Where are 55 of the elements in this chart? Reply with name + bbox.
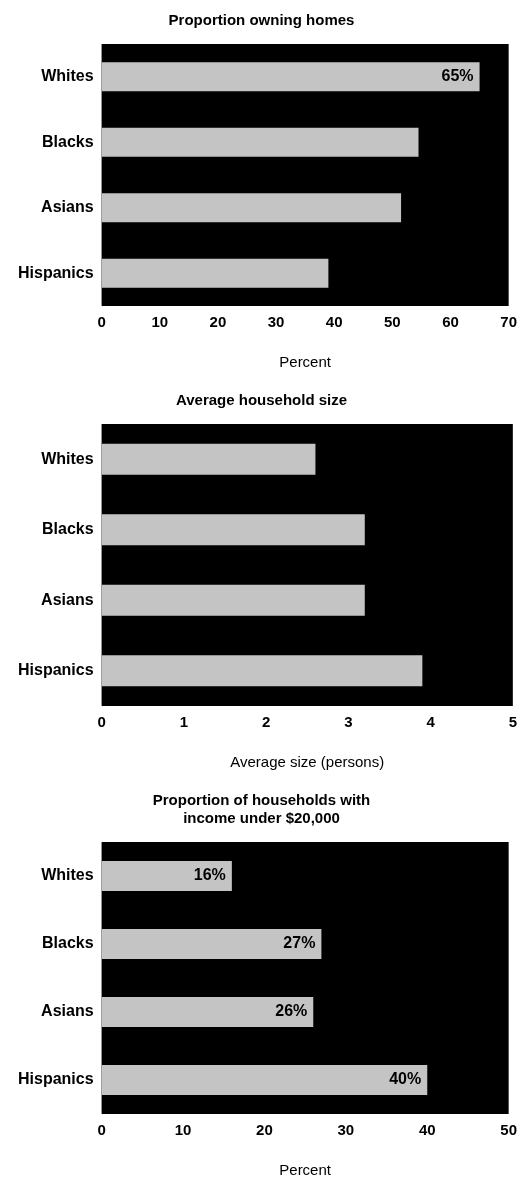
x-tick-label: 10 bbox=[174, 1121, 192, 1139]
bar bbox=[101, 929, 322, 959]
x-axis-title: Percent bbox=[279, 1161, 332, 1179]
bar bbox=[101, 443, 316, 475]
x-tick-label: 10 bbox=[151, 313, 169, 331]
x-tick-label: 20 bbox=[209, 313, 227, 331]
y-tick-label: Hispanics bbox=[17, 661, 94, 679]
x-tick-label: 30 bbox=[337, 1121, 355, 1139]
bar bbox=[101, 1065, 428, 1095]
x-tick-label: 0 bbox=[97, 713, 106, 731]
chart-title: Proportion owning homes bbox=[168, 11, 355, 29]
bar bbox=[101, 584, 365, 616]
x-tick-label: 3 bbox=[344, 713, 353, 731]
y-tick-label: Asians bbox=[41, 198, 94, 216]
y-tick-label: Blacks bbox=[41, 520, 94, 538]
bar bbox=[101, 193, 402, 223]
chart-title: Average household size bbox=[175, 391, 348, 409]
x-axis-title: Average size (persons) bbox=[230, 753, 385, 771]
y-tick-label: Asians bbox=[41, 590, 94, 608]
x-tick-label: 40 bbox=[418, 1121, 436, 1139]
bar bbox=[101, 997, 314, 1027]
y-tick-label: Blacks bbox=[41, 132, 94, 150]
bar bbox=[101, 127, 419, 157]
data-label: 65% bbox=[441, 67, 474, 85]
x-axis-title: Percent bbox=[279, 353, 332, 371]
x-tick-label: 20 bbox=[256, 1121, 273, 1139]
y-tick-label: Whites bbox=[41, 67, 94, 85]
bar bbox=[101, 861, 232, 891]
y-tick-label: Hispanics bbox=[17, 263, 94, 281]
x-tick-label: 2 bbox=[261, 713, 271, 731]
y-tick-label: Whites bbox=[41, 866, 94, 884]
x-tick-label: 1 bbox=[179, 713, 189, 731]
x-tick-label: 40 bbox=[325, 313, 343, 331]
x-tick-label: 5 bbox=[508, 713, 517, 731]
x-tick-label: 50 bbox=[500, 1121, 517, 1139]
data-label: 16% bbox=[193, 866, 226, 884]
x-tick-label: 70 bbox=[500, 313, 517, 331]
y-tick-label: Asians bbox=[41, 1002, 94, 1020]
y-tick-label: Hispanics bbox=[17, 1070, 94, 1088]
data-label: 27% bbox=[283, 934, 316, 952]
x-tick-label: 50 bbox=[384, 313, 401, 331]
bar bbox=[101, 514, 365, 546]
bar bbox=[101, 62, 480, 92]
bar bbox=[101, 258, 329, 288]
x-tick-label: 30 bbox=[267, 313, 285, 331]
y-tick-label: Blacks bbox=[41, 934, 94, 952]
x-tick-label: 60 bbox=[442, 313, 459, 331]
chart-title: Proportion of households with income under $20,000 bbox=[152, 791, 371, 827]
x-tick-label: 0 bbox=[97, 313, 106, 331]
x-tick-label: 0 bbox=[97, 1121, 106, 1139]
data-label: 26% bbox=[275, 1002, 308, 1020]
data-label: 40% bbox=[389, 1070, 422, 1088]
y-tick-label: Whites bbox=[41, 449, 94, 467]
bar bbox=[101, 655, 423, 687]
x-tick-label: 4 bbox=[426, 713, 436, 731]
